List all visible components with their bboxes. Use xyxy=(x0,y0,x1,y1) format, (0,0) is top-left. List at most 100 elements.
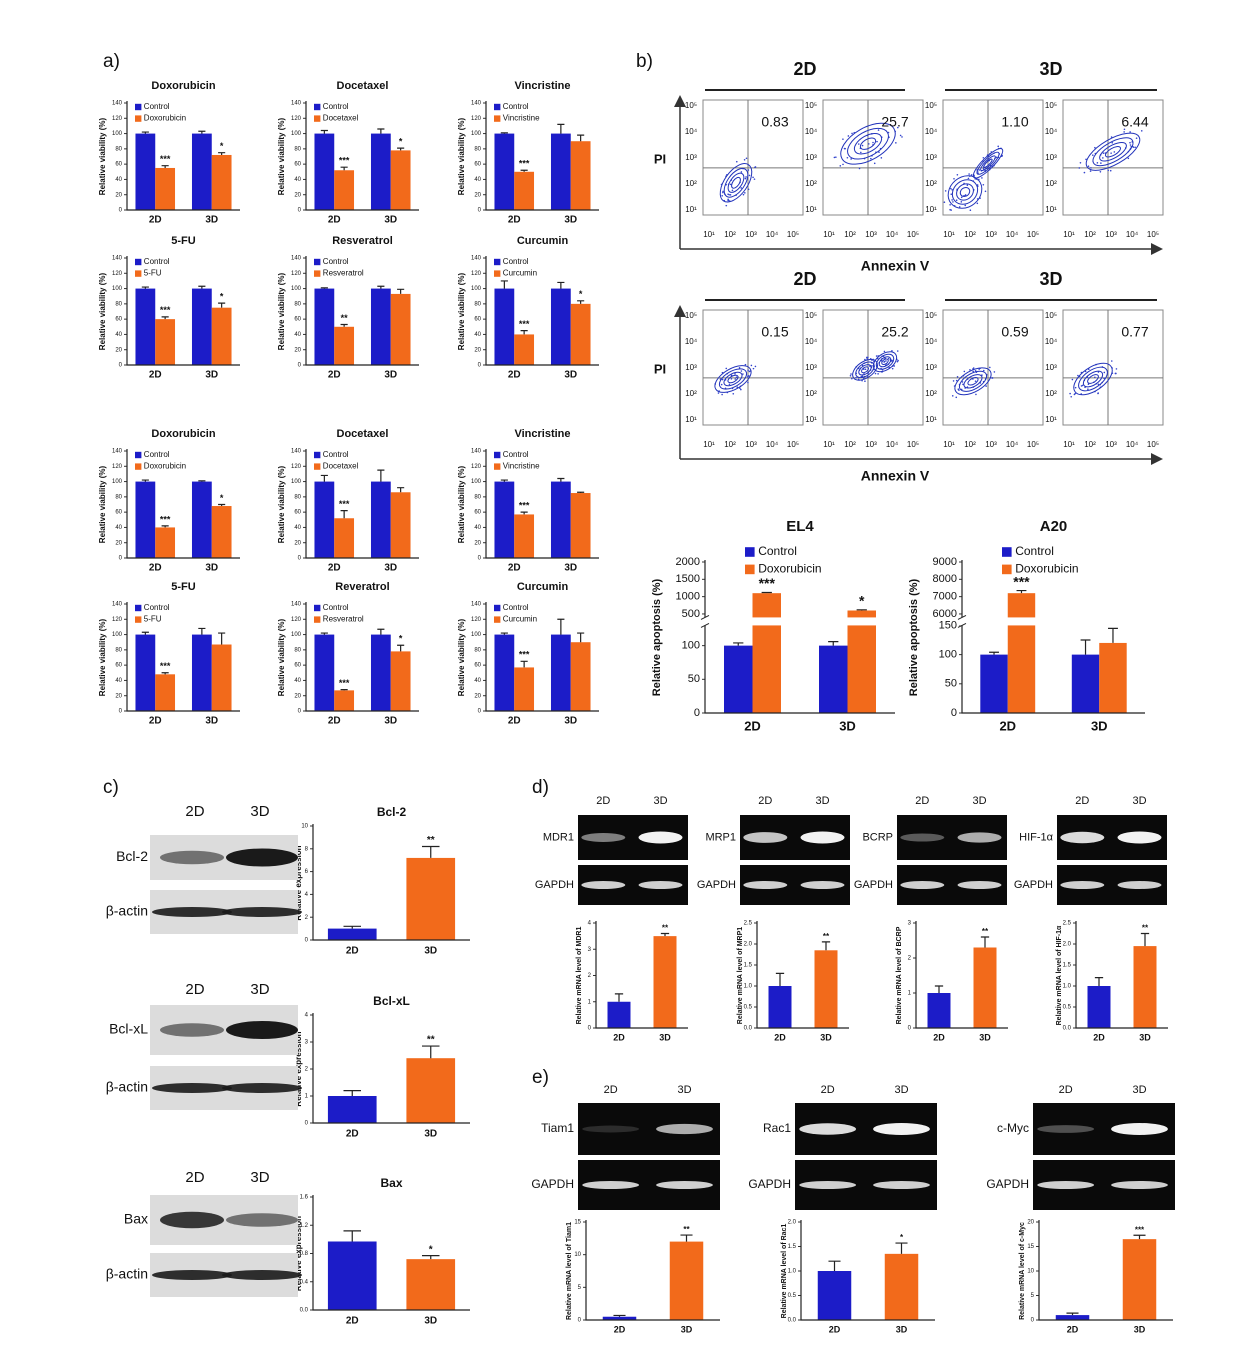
bar xyxy=(973,947,997,1028)
panel-label: e) xyxy=(532,1067,549,1088)
flow-event xyxy=(847,135,850,137)
error-bar xyxy=(198,480,206,482)
flow-event xyxy=(1110,152,1112,154)
flow-y-tick: 10³ xyxy=(805,363,817,372)
flow-event xyxy=(842,138,844,140)
axes xyxy=(704,560,895,714)
legend-label: Control xyxy=(323,257,349,266)
y-tick-label: 40 xyxy=(115,678,122,684)
flow-x-tick: 10³ xyxy=(865,230,877,239)
bar xyxy=(314,634,335,711)
y-axis-label: Relative viability (%) xyxy=(98,618,107,696)
x-tick-label: 2D xyxy=(346,1316,359,1327)
flow-event xyxy=(739,387,741,389)
flow-plot xyxy=(822,309,924,426)
flow-event xyxy=(857,143,860,145)
x-tick-label: 3D xyxy=(564,370,577,381)
flow-event xyxy=(1078,167,1081,169)
flow-event xyxy=(1077,374,1079,377)
flow-y-tick: 10⁵ xyxy=(925,101,937,110)
x-tick-label: 3D xyxy=(424,946,437,957)
axis-break-mark xyxy=(700,614,710,628)
flow-event xyxy=(861,144,864,147)
flow-group-label: 2D xyxy=(793,59,816,79)
flow-x-tick: 10⁵ xyxy=(787,440,799,449)
axes xyxy=(595,921,688,1029)
y-tick-label: 100 xyxy=(939,649,957,661)
gel-label: GAPDH xyxy=(854,879,893,891)
bar xyxy=(669,1241,704,1320)
flow-event xyxy=(731,189,734,192)
bar xyxy=(135,133,156,210)
significance: * xyxy=(399,634,403,644)
flow-event xyxy=(967,177,970,180)
y-tick-label: 140 xyxy=(471,602,482,608)
flow-event xyxy=(1074,392,1077,395)
chart-title: Curcumin xyxy=(517,235,569,247)
flow-plot xyxy=(702,99,804,216)
error-bar xyxy=(577,300,585,304)
error-bar xyxy=(1094,977,1104,986)
band xyxy=(743,832,788,843)
flow-event xyxy=(1089,170,1092,172)
y-axis-label: Relative viability (%) xyxy=(277,465,286,543)
y-tick-label: 7000 xyxy=(933,591,957,603)
flow-x-tick: 10⁵ xyxy=(1147,230,1159,239)
lane-label: 3D xyxy=(653,795,667,807)
legend-label: Curcumin xyxy=(503,615,537,624)
y-tick-label: 15 xyxy=(574,1220,581,1226)
error-bar xyxy=(1108,627,1118,643)
y-tick-label: 80 xyxy=(294,146,301,152)
band xyxy=(638,881,683,889)
flow-plot xyxy=(702,309,804,426)
flow-event xyxy=(1085,158,1087,161)
flow-x-tick: 10³ xyxy=(745,230,757,239)
flow-event xyxy=(722,191,724,194)
bar xyxy=(1007,593,1036,713)
gel-label: GAPDH xyxy=(531,1177,574,1191)
legend-swatch xyxy=(135,604,142,612)
flow-x-tick: 10² xyxy=(1084,440,1096,449)
bar xyxy=(191,288,212,365)
y-tick-label: 80 xyxy=(115,301,122,307)
bar xyxy=(1133,946,1157,1028)
chart-title: Reveratrol xyxy=(335,581,389,593)
y-tick-label: 80 xyxy=(115,146,122,152)
lane-label: 3D xyxy=(894,1084,908,1096)
error-bar xyxy=(828,640,839,646)
legend-label: Control xyxy=(144,257,170,266)
band xyxy=(873,1123,930,1135)
y-tick-label: 20 xyxy=(115,192,122,198)
flow-x-tick: 10⁵ xyxy=(787,230,799,239)
significance: ** xyxy=(982,927,989,936)
flow-event xyxy=(949,208,951,211)
flow-event xyxy=(949,203,951,206)
significance: ** xyxy=(683,1225,690,1234)
flow-plot xyxy=(942,309,1044,426)
error-bar xyxy=(520,660,528,668)
flow-event xyxy=(742,373,744,375)
bar xyxy=(155,319,176,365)
flow-event xyxy=(969,209,972,212)
flow-event xyxy=(952,201,954,203)
y-tick-label: 0 xyxy=(478,709,482,715)
flow-event xyxy=(750,364,753,367)
y-tick-label: 20 xyxy=(294,192,301,198)
x-tick-label: 2D xyxy=(149,370,162,381)
y-tick-label: 100 xyxy=(471,479,482,485)
bar xyxy=(494,288,515,365)
y-tick-label: 100 xyxy=(291,632,302,638)
flow-contour xyxy=(858,364,872,376)
flow-x-tick: 10⁵ xyxy=(907,440,919,449)
significance: *** xyxy=(160,661,171,671)
error-bar xyxy=(377,469,385,482)
flow-x-tick: 10¹ xyxy=(823,230,835,239)
y-tick-label: 8000 xyxy=(933,573,957,585)
error-bar xyxy=(500,280,508,289)
band xyxy=(152,907,232,917)
error-bar xyxy=(141,479,149,482)
y-tick-label: 60 xyxy=(474,510,481,516)
error-bar xyxy=(895,1242,908,1254)
y-tick-label: 1.0 xyxy=(1063,984,1072,990)
lane-label: 2D xyxy=(185,981,204,998)
